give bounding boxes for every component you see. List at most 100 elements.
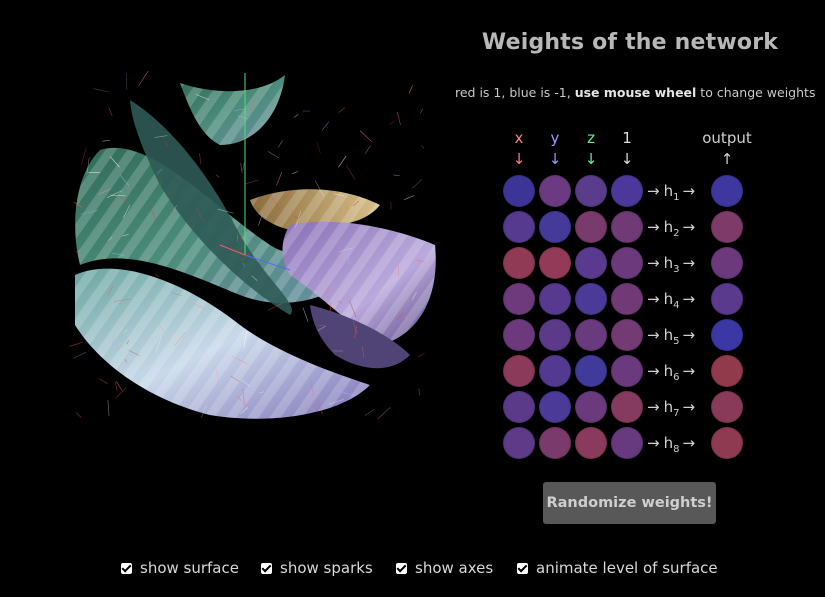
spark [107, 399, 110, 417]
spark [337, 247, 354, 253]
surface-render[interactable] [40, 55, 460, 475]
spark [111, 333, 115, 351]
weight-circle[interactable] [503, 175, 535, 207]
weight-circle[interactable] [611, 319, 643, 351]
checkbox-checked-icon[interactable] [396, 562, 407, 574]
randomize-weights-button[interactable]: Randomize weights! [543, 482, 716, 524]
spark [291, 171, 298, 174]
spark [215, 174, 220, 178]
input-arrow-z: ↓ [584, 150, 598, 168]
weight-circle[interactable] [539, 283, 571, 315]
weight-circle[interactable] [575, 427, 607, 459]
animate-level-checkbox[interactable]: animate level of surface [517, 556, 718, 580]
weight-circle[interactable] [575, 283, 607, 315]
weight-circle[interactable] [539, 427, 571, 459]
output-label: output [702, 129, 752, 147]
weight-circle[interactable] [539, 319, 571, 351]
spark [138, 70, 149, 87]
spark [404, 195, 415, 200]
weight-circle[interactable] [611, 391, 643, 423]
spark [73, 201, 83, 208]
spark [242, 162, 245, 171]
spark [418, 388, 420, 396]
weight-circle[interactable] [539, 355, 571, 387]
input-label-y: y [550, 129, 560, 147]
weight-circle[interactable] [503, 247, 535, 279]
spark [231, 356, 248, 365]
output-weight-circle[interactable] [711, 211, 743, 243]
weight-circle[interactable] [539, 391, 571, 423]
weight-circle[interactable] [611, 247, 643, 279]
weight-circle[interactable] [503, 319, 535, 351]
spark [69, 341, 84, 347]
hidden-unit-label: → h5 → [647, 326, 696, 347]
show-surface-checkbox[interactable]: show surface [121, 556, 239, 580]
spark [115, 382, 118, 391]
spark [282, 191, 291, 201]
spark [102, 140, 110, 142]
spark [415, 259, 426, 263]
checkbox-label: show sparks [280, 559, 373, 577]
weight-circle[interactable] [575, 175, 607, 207]
spark [396, 111, 401, 125]
weight-circle[interactable] [503, 283, 535, 315]
spark [338, 390, 356, 397]
weight-circle[interactable] [539, 247, 571, 279]
weight-circle[interactable] [503, 355, 535, 387]
spark [123, 204, 131, 218]
output-weight-circle[interactable] [711, 355, 743, 387]
weight-circle[interactable] [575, 319, 607, 351]
input-label-x: x [514, 129, 524, 147]
spark [258, 211, 264, 226]
spark [201, 405, 207, 418]
weight-circle[interactable] [611, 427, 643, 459]
spark [278, 140, 283, 148]
checkbox-checked-icon[interactable] [261, 562, 272, 574]
spark [216, 368, 220, 383]
spark [329, 302, 332, 312]
weight-circle[interactable] [539, 211, 571, 243]
spark [154, 273, 160, 278]
weight-circle[interactable] [575, 211, 607, 243]
weight-circle[interactable] [503, 427, 535, 459]
spark [345, 204, 348, 210]
spark [295, 210, 301, 228]
spark [377, 407, 391, 420]
weight-circle[interactable] [611, 211, 643, 243]
show-sparks-checkbox[interactable]: show sparks [261, 556, 373, 580]
weight-circle[interactable] [611, 175, 643, 207]
spark [276, 171, 283, 186]
surface-sheets [75, 75, 436, 419]
output-weight-circle[interactable] [711, 427, 743, 459]
weight-circle[interactable] [539, 175, 571, 207]
spark [305, 404, 317, 412]
weight-circle[interactable] [503, 391, 535, 423]
weight-circle[interactable] [503, 211, 535, 243]
weight-circle[interactable] [575, 355, 607, 387]
checkbox-checked-icon[interactable] [517, 562, 528, 574]
spark [396, 312, 404, 321]
weight-circle[interactable] [575, 391, 607, 423]
surface-axes [219, 73, 291, 271]
spark [244, 179, 259, 185]
spark [349, 300, 357, 318]
weight-circle[interactable] [575, 247, 607, 279]
spark [316, 142, 321, 154]
spark [320, 287, 335, 292]
output-weight-circle[interactable] [711, 391, 743, 423]
surface-viewport-3d[interactable] [40, 55, 460, 475]
output-weight-circle[interactable] [711, 175, 743, 207]
spark [328, 399, 344, 405]
spark [333, 193, 345, 197]
weight-circle[interactable] [611, 355, 643, 387]
spark [337, 300, 342, 303]
output-weight-circle[interactable] [711, 319, 743, 351]
output-weight-circle[interactable] [711, 247, 743, 279]
surface-sparks [69, 70, 426, 420]
show-axes-checkbox[interactable]: show axes [396, 556, 493, 580]
checkbox-checked-icon[interactable] [121, 562, 132, 574]
spark [80, 210, 99, 215]
spark [233, 137, 242, 140]
output-weight-circle[interactable] [711, 283, 743, 315]
weight-circle[interactable] [611, 283, 643, 315]
